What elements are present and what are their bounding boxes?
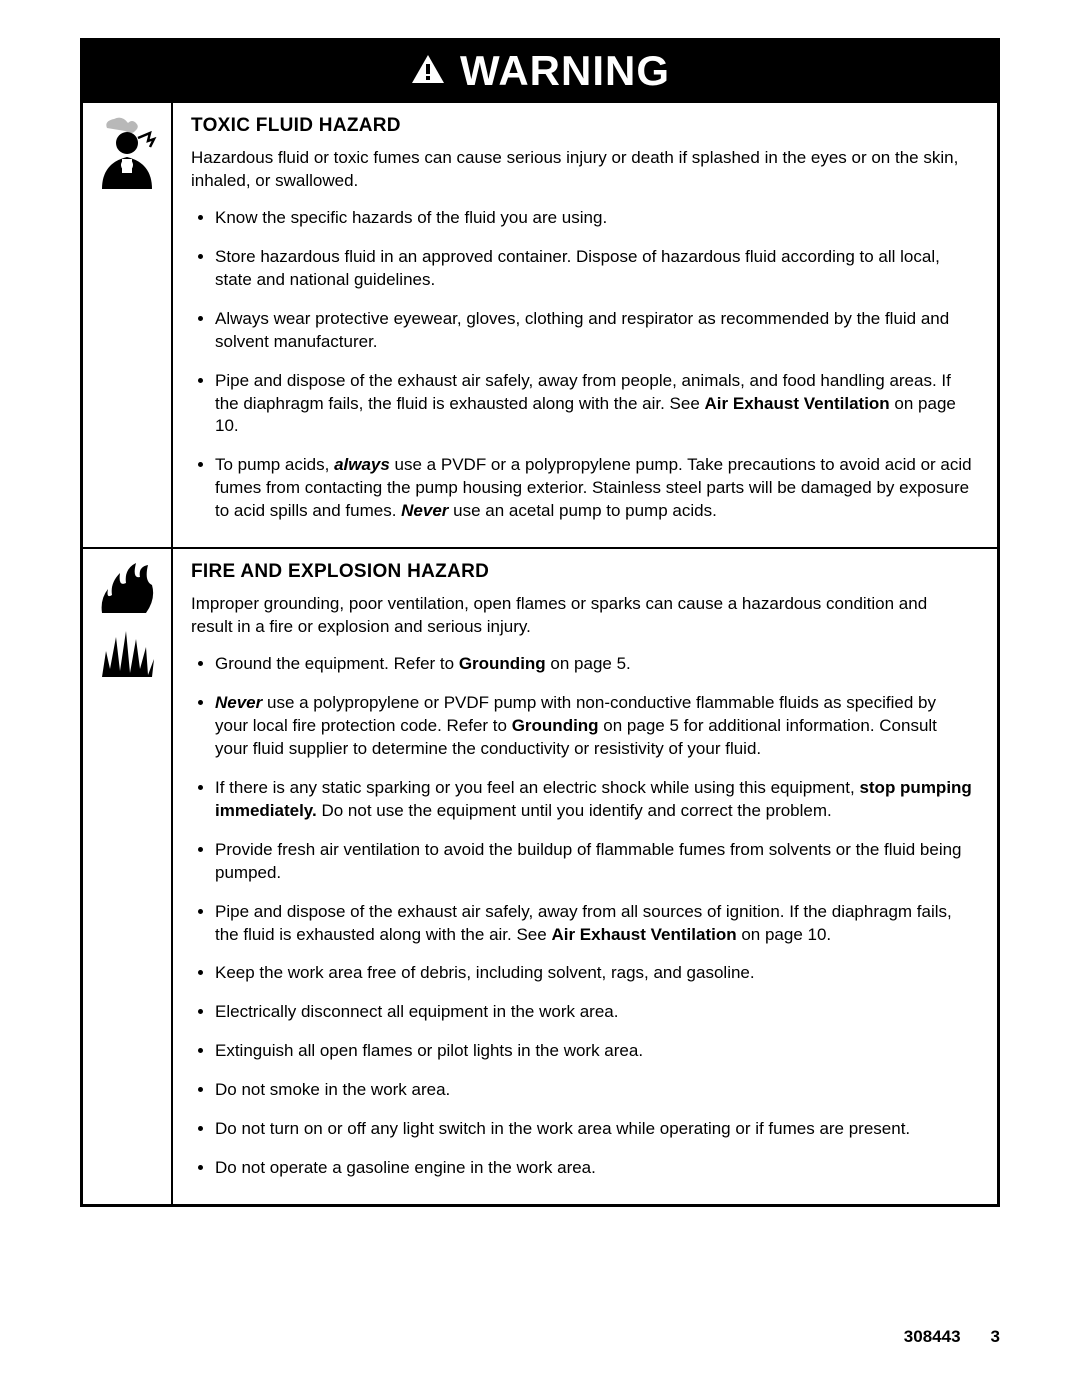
list-item: Electrically disconnect all equipment in… [215,1001,973,1024]
list-item: Do not operate a gasoline engine in the … [215,1157,973,1180]
bold-fragment: Air Exhaust Ventilation [705,394,890,413]
content-toxic: TOXIC FLUID HAZARD Hazardous fluid or to… [173,103,997,547]
icon-column-toxic [83,103,173,547]
page-footer: 308443 3 [904,1327,1000,1347]
list-item: Ground the equipment. Refer to Grounding… [215,653,973,676]
list-item: Do not turn on or off any light switch i… [215,1118,973,1141]
list-item: Always wear protective eyewear, gloves, … [215,308,973,354]
toxic-bullets: Know the specific hazards of the fluid y… [191,207,973,523]
bold-fragment: Air Exhaust Ventilation [551,925,736,944]
list-item: Provide fresh air ventilation to avoid t… [215,839,973,885]
bold-fragment: Grounding [459,654,546,673]
bold-fragment: Grounding [512,716,599,735]
warning-header: WARNING [83,41,997,103]
list-item: Do not smoke in the work area. [215,1079,973,1102]
icon-column-fire [83,549,173,1204]
alert-triangle-icon [410,47,446,95]
section-fire: FIRE AND EXPLOSION HAZARD Improper groun… [83,547,997,1204]
list-item: Extinguish all open flames or pilot ligh… [215,1040,973,1063]
list-item: Never use a polypropylene or PVDF pump w… [215,692,973,761]
page: WARNING [0,0,1080,1397]
bold-italic-fragment: Never [401,501,448,520]
list-item: Keep the work area free of debris, inclu… [215,962,973,985]
fire-icon [96,559,158,615]
list-item: Pipe and dispose of the exhaust air safe… [215,901,973,947]
text-fragment: use an acetal pump to pump acids. [448,501,716,520]
toxic-title: TOXIC FLUID HAZARD [191,115,973,137]
list-item: Pipe and dispose of the exhaust air safe… [215,370,973,439]
list-item: Store hazardous fluid in an approved con… [215,246,973,292]
list-item: Know the specific hazards of the fluid y… [215,207,973,230]
list-item: If there is any static sparking or you f… [215,777,973,823]
page-number: 3 [991,1327,1000,1347]
bold-italic-fragment: always [334,455,390,474]
content-fire: FIRE AND EXPLOSION HAZARD Improper groun… [173,549,997,1204]
explosion-icon [96,629,158,679]
fire-intro: Improper grounding, poor ventilation, op… [191,593,973,639]
text-fragment: on page 10. [737,925,832,944]
sections-container: TOXIC FLUID HAZARD Hazardous fluid or to… [83,103,997,1204]
text-fragment: If there is any static sparking or you f… [215,778,859,797]
fire-title: FIRE AND EXPLOSION HAZARD [191,561,973,583]
warning-title: WARNING [460,47,670,95]
text-fragment: Do not use the equipment until you ident… [317,801,832,820]
list-item: To pump acids, always use a PVDF or a po… [215,454,973,523]
text-fragment: To pump acids, [215,455,334,474]
toxic-hazard-icon [92,113,162,191]
doc-number: 308443 [904,1327,961,1347]
fire-bullets: Ground the equipment. Refer to Grounding… [191,653,973,1180]
text-fragment: on page 5. [546,654,631,673]
text-fragment: Ground the equipment. Refer to [215,654,459,673]
warning-box: WARNING [80,38,1000,1207]
section-toxic: TOXIC FLUID HAZARD Hazardous fluid or to… [83,103,997,547]
bold-italic-fragment: Never [215,693,262,712]
toxic-intro: Hazardous fluid or toxic fumes can cause… [191,147,973,193]
